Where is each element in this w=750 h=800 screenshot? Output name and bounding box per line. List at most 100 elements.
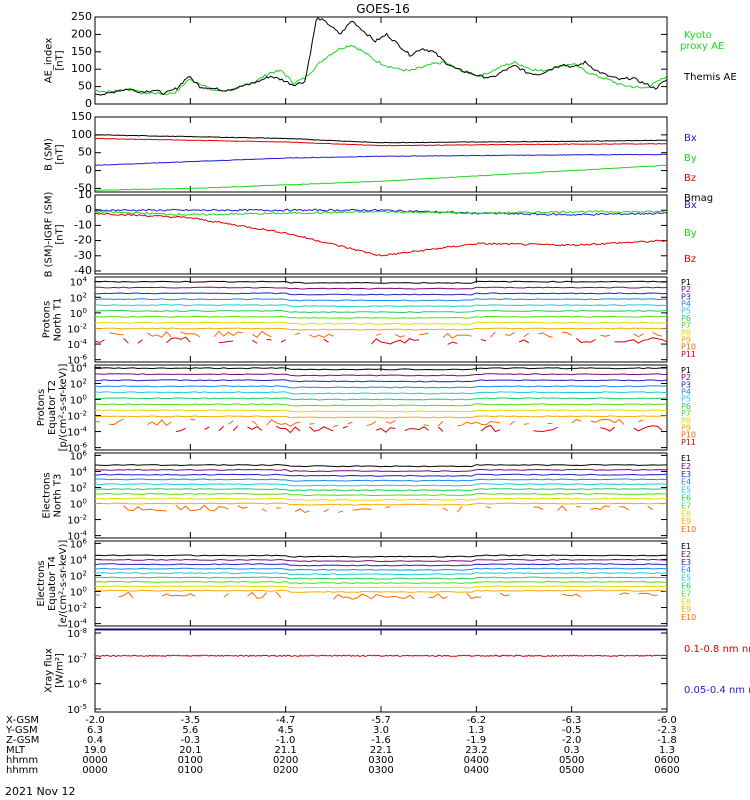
channel-line-p11 — [137, 339, 144, 344]
axis-row-label: Z-GSM — [6, 735, 39, 746]
legend-entry: Kyoto — [684, 30, 712, 41]
channel-line-p9 — [94, 327, 668, 331]
channel-line-e9 — [94, 502, 668, 506]
legend-entry: P8 — [681, 416, 691, 425]
channel-line-p6 — [94, 309, 668, 314]
y-axis-label: B (SM)-IGRF (SM)[nT] — [44, 192, 66, 278]
channel-line-e1 — [94, 554, 668, 558]
y-axis-label: ProtonsNorth T1 — [42, 298, 64, 342]
channel-line-e10 — [561, 593, 582, 598]
legend-entry: P5 — [681, 307, 691, 316]
channel-line-e3 — [94, 473, 668, 477]
channel-line-e10 — [323, 508, 329, 513]
axis-row-value: -6.0 — [657, 715, 677, 726]
legend-entry: E10 — [681, 613, 696, 622]
channel-line-p10 — [109, 418, 124, 426]
plot-title: GOES-16 — [356, 2, 410, 16]
y-tick-label: 0 — [85, 164, 92, 177]
legend-entry: P5 — [681, 395, 691, 404]
y-tick-label: 10-2 — [67, 602, 87, 615]
channel-line-p10 — [147, 331, 172, 338]
channel-line-e10 — [619, 592, 629, 596]
y-tick-label: -50 — [74, 181, 92, 194]
y-tick-label: 10-4 — [67, 618, 87, 631]
axis-row-value: -6.3 — [562, 715, 582, 726]
channel-line-e4 — [95, 478, 668, 482]
axis-row-value: 23.2 — [465, 745, 487, 756]
channel-line-p10 — [228, 420, 234, 425]
y-tick-label: 102 — [70, 481, 87, 494]
channel-line-e8 — [94, 585, 668, 589]
legend-entry: E6 — [681, 582, 691, 591]
legend-entry: P3 — [681, 380, 691, 389]
axis-row-value: 1.3 — [659, 745, 675, 756]
channel-line-e10 — [442, 507, 448, 512]
channel-line-p11 — [323, 338, 329, 343]
y-tick-label: 10-5 — [67, 703, 87, 716]
y-tick-label: 10-4 — [67, 530, 87, 543]
y-axis-label: B (SM)[nT] — [44, 138, 66, 171]
channel-line-e7 — [94, 580, 668, 585]
channel-line-p11 — [600, 426, 615, 432]
axis-row-label: X-GSM — [6, 715, 39, 726]
channel-line-e5 — [94, 572, 668, 576]
channel-line-e10 — [638, 592, 658, 596]
panel-b-sm: 150 100 50 0 -50 B (SM)[nT] Bx By Bz Bmag — [44, 110, 714, 204]
channel-line-e6 — [94, 576, 668, 580]
y-tick-label: 0 — [85, 97, 92, 110]
channel-line-p10 — [538, 332, 553, 338]
y-tick-label: 104 — [70, 553, 88, 566]
series-line-kyoto-proxy-ae — [94, 44, 668, 96]
channel-line-e10 — [428, 593, 448, 600]
legend-entry: E3 — [681, 470, 691, 479]
channel-line-p10 — [251, 420, 258, 426]
axis-row-value: -1.9 — [467, 735, 487, 746]
channel-line-p11 — [518, 339, 530, 344]
axis-row-value: 22.1 — [370, 745, 392, 756]
legend-entry: E10 — [681, 525, 696, 534]
channel-line-e10 — [647, 505, 653, 511]
y-tick-label: 10-2 — [67, 514, 87, 527]
channel-line-e10 — [466, 592, 482, 600]
channel-line-p3 — [94, 292, 668, 296]
channel-line-e10 — [352, 508, 372, 511]
y-tick-label: 10-2 — [67, 410, 87, 423]
channel-line-p10 — [509, 420, 515, 426]
y-tick-label: -10 — [74, 218, 92, 231]
channel-line-e10 — [557, 505, 568, 512]
channel-line-p10 — [571, 419, 582, 424]
axis-row-value: 0600 — [654, 755, 679, 766]
axis-row-label: hhmm — [6, 755, 38, 766]
panel-frame — [94, 364, 668, 451]
axis-row-value: 0.3 — [564, 745, 580, 756]
channel-line-p10 — [504, 331, 515, 336]
y-tick-label: 10-4 — [67, 338, 87, 351]
y-tick-label: -20 — [74, 234, 92, 247]
channel-line-p7 — [94, 403, 667, 407]
legend-entry: E8 — [681, 509, 691, 518]
axis-row-value: -5.7 — [371, 715, 391, 726]
legend-entry: P7 — [681, 409, 691, 418]
channel-line-e10 — [332, 593, 415, 600]
legend-entry: Bz — [684, 173, 696, 184]
series-line-bx — [94, 208, 668, 216]
legend-entry: By — [684, 153, 697, 164]
channel-line-e10 — [294, 508, 310, 514]
channel-line-p10 — [147, 419, 172, 427]
axis-row-value: -0.3 — [181, 735, 201, 746]
legend-entry: P6 — [681, 314, 691, 323]
series-line-bz — [94, 212, 668, 257]
legend-entry: P2 — [681, 373, 691, 382]
channel-line-p2 — [94, 286, 668, 290]
legend-entry: Bx — [684, 133, 697, 144]
channel-line-p10 — [633, 333, 644, 338]
axis-row-value: -2.0 — [562, 735, 582, 746]
axis-row-value: 0000 — [82, 755, 107, 766]
channel-line-e6 — [94, 488, 667, 492]
channel-line-p11 — [633, 425, 663, 432]
legend-entry: E4 — [681, 478, 691, 487]
channel-line-p10 — [109, 332, 124, 336]
y-tick-label: 250 — [71, 10, 92, 23]
